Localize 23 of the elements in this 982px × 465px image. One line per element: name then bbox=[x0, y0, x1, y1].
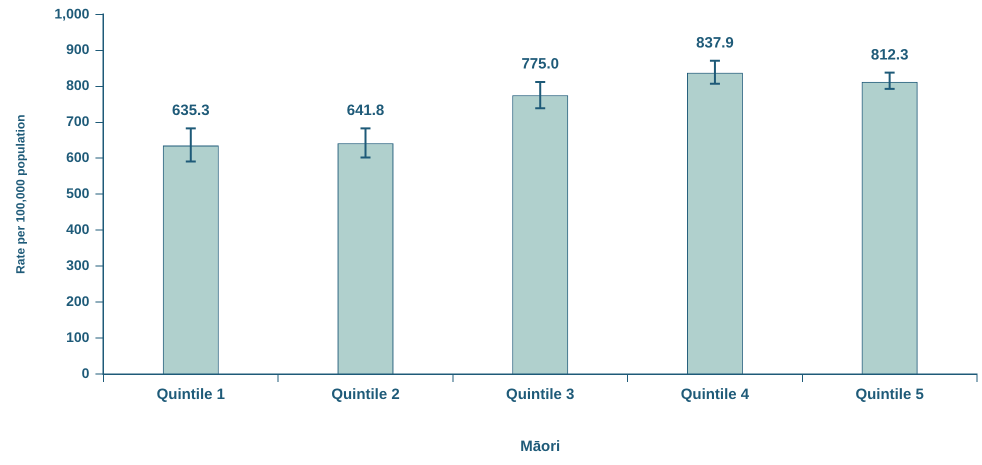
data-label: 837.9 bbox=[696, 34, 734, 52]
y-tick-label: 0 bbox=[82, 364, 90, 381]
y-tick-label: 600 bbox=[66, 149, 90, 166]
y-tick-label: 200 bbox=[66, 292, 90, 309]
x-axis-title: Māori bbox=[520, 438, 560, 456]
y-tick-label: 1,000 bbox=[54, 5, 90, 22]
data-label: 775.0 bbox=[521, 56, 559, 73]
x-tick-label: Quintile 1 bbox=[156, 386, 225, 404]
x-tick-label: Quintile 2 bbox=[331, 386, 400, 404]
y-tick-label: 300 bbox=[66, 256, 90, 273]
y-tick-label: 800 bbox=[66, 77, 90, 94]
x-tick-label: Quintile 3 bbox=[506, 386, 574, 404]
y-tick-label: 500 bbox=[66, 185, 90, 202]
data-label: 641.8 bbox=[346, 102, 384, 120]
data-label: 812.3 bbox=[870, 46, 908, 64]
y-tick-label: 700 bbox=[66, 113, 90, 130]
data-label: 635.3 bbox=[172, 102, 210, 120]
y-tick-label: 400 bbox=[66, 221, 90, 238]
x-tick-label: Quintile 4 bbox=[680, 386, 750, 404]
x-tick-label: Quintile 5 bbox=[855, 386, 924, 404]
y-axis-title: Rate per 100,000 population bbox=[14, 114, 28, 274]
y-tick-label: 100 bbox=[66, 328, 90, 345]
y-tick-label: 900 bbox=[66, 41, 90, 58]
